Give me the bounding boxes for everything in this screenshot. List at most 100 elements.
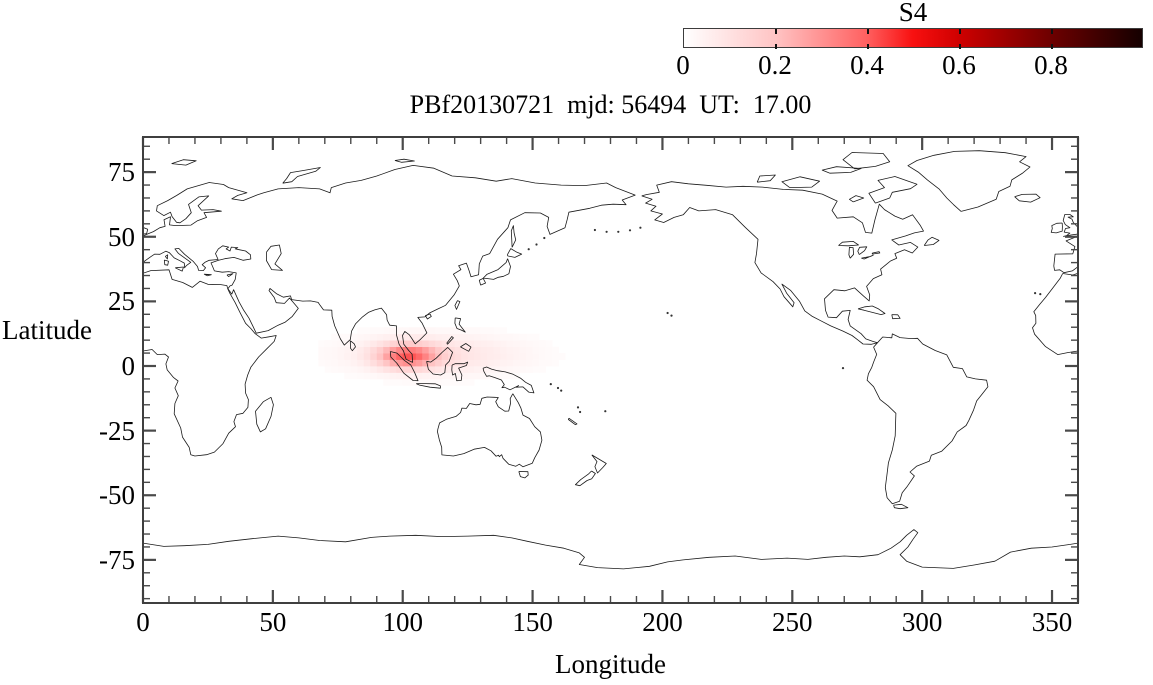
colorbar-tick-label: 0.6 [942,50,976,80]
coastline-path [478,278,486,286]
coastline-path [143,269,277,457]
coastline-path [857,305,886,315]
coastline-path [849,195,865,203]
heatmap-layer [318,327,566,386]
coastline-path [266,244,283,271]
small-island-dot [670,314,673,317]
x-axis-label: Longitude [555,649,666,679]
coastline-path [518,471,529,479]
coastline-path [891,314,901,320]
plot-frame [142,136,1079,604]
coastline-path [1139,274,1146,276]
coastline-path [1100,255,1102,259]
coastline-path [848,246,854,259]
coastline-path [143,165,636,363]
small-island-dot [576,406,580,409]
coastline-path [1062,214,1078,237]
coastline-path [781,176,820,188]
coastline-path [143,529,1078,570]
y-axis-label: Latitude [2,315,92,345]
coastline-path [394,158,415,163]
coastline-path [857,246,868,255]
small-island-dot [1034,292,1037,295]
axis-ticks [141,137,1080,603]
coastline-path [568,417,578,426]
coastline-path [460,343,472,352]
small-island-dot [579,410,582,414]
colorbar-tick-mark [867,29,869,34]
colorbar-tick-mark [775,44,777,49]
coastlines-layer [143,150,1146,570]
coastline-path [349,340,356,352]
coastline-path [226,273,234,277]
coastline-path [1099,260,1103,265]
coastline-path [143,226,149,235]
coastline-path [507,248,523,258]
coastline-path [203,273,212,277]
coastline-path [866,333,989,505]
coastline-path [907,150,1031,212]
coastline-path [164,254,169,260]
coastline-path [426,347,453,376]
y-tick-label: -50 [99,480,135,511]
map-layers [143,150,1146,570]
coastline-path [871,251,881,255]
coastline-path [575,470,596,487]
colorbar-tick-label: 0 [676,50,690,80]
coastline-path [255,396,274,433]
coastline-path [1110,267,1118,271]
colorbar-tick-label: 0.4 [850,50,884,80]
coastline-path [424,313,432,320]
coastline-path [454,317,466,333]
coastline-path [1077,543,1078,544]
coastline-path [1053,235,1078,274]
small-island-dot [527,248,530,251]
coastline-path [446,336,454,345]
colorbar-tick-mark [1051,29,1053,34]
colorbar-tick-mark [959,29,961,34]
coastline-path [416,383,441,389]
y-tick-label: -25 [99,415,135,446]
small-island-dot [617,230,620,233]
small-island-dot [535,243,538,246]
small-island-dot [549,383,552,386]
small-island-dot [604,410,607,413]
colorbar [683,28,1143,49]
coastline-path [1032,272,1078,355]
colorbar-tick-mark [1051,44,1053,49]
x-tick-label: 50 [259,607,287,637]
small-island-dot [639,226,642,229]
small-island-dot [556,386,560,390]
colorbar-tick-label: 0.2 [758,50,792,80]
x-tick-label: 150 [512,607,553,637]
coastline-path [1050,222,1063,234]
coastline-path [893,503,909,510]
coastline-path [641,181,924,345]
coastline-path [282,167,321,184]
small-island-dot [841,367,845,370]
plot-title: PBf20130721 mjd: 56494 UT: 17.00 [409,90,812,119]
small-island-dot [666,311,669,315]
small-island-dot [605,230,608,233]
small-island-dot [560,389,563,392]
x-tick-label: 350 [1031,607,1073,637]
y-tick-label: 50 [108,221,135,252]
coastline-path [171,159,197,166]
y-tick-label: -75 [99,544,135,575]
coastline-path [923,236,940,246]
coastline-path [842,152,891,170]
x-tick-label: 250 [772,607,813,637]
coastline-path [437,393,543,468]
small-island-dot [543,236,546,240]
x-tick-label: 100 [382,607,423,637]
coastline-path [510,225,517,248]
coastline-path [1107,160,1132,165]
y-tick-label: 0 [121,351,136,381]
coastline-path [454,300,461,310]
coastline-path [482,366,535,394]
coastline-path [1014,193,1041,203]
colorbar-tick-mark [775,29,777,34]
small-island-dot [1039,293,1042,296]
coastline-path [868,176,918,204]
